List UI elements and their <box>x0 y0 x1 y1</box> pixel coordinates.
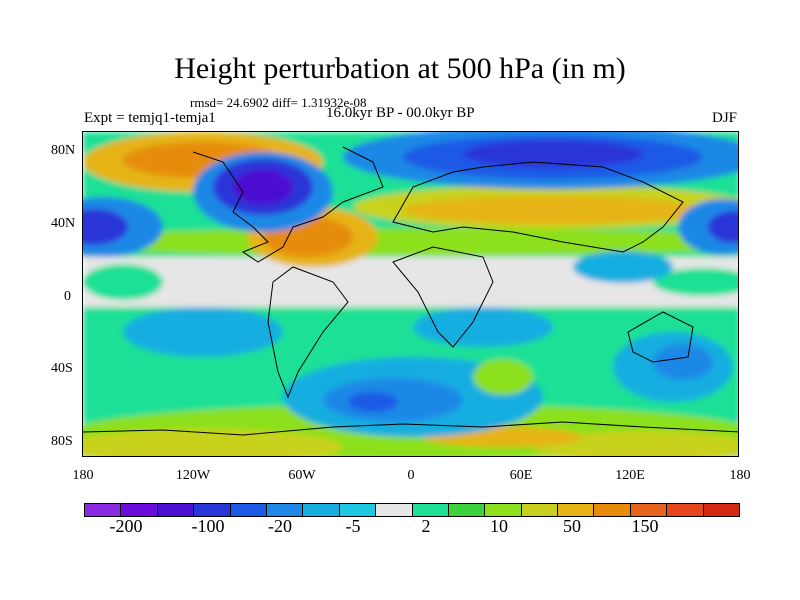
colorbar-label: 50 <box>563 516 581 536</box>
lon-label-0: 0 <box>407 468 415 483</box>
experiment-label: Expt = temjq1-temja1 <box>84 110 216 126</box>
colorbar-swatch <box>521 504 559 516</box>
colorbar-swatch <box>558 504 595 516</box>
colorbar-swatch <box>230 504 267 516</box>
lon-label-120w: 120W <box>175 468 211 483</box>
lon-label-60e: 60E <box>509 468 533 483</box>
colorbar <box>84 503 740 517</box>
colorbar-swatch <box>194 504 231 516</box>
lat-label-40s: 40S <box>51 361 73 376</box>
colorbar-swatch <box>703 504 740 516</box>
lat-label-80s: 80S <box>51 434 73 449</box>
lon-label-180w: 180 <box>72 468 94 483</box>
map-frame <box>82 131 739 457</box>
lon-label-180e: 180 <box>729 468 751 483</box>
colorbar-swatch <box>85 504 122 516</box>
stats-text: rmsd= 24.6902 diff= 1.31932e-08 <box>190 95 367 110</box>
lat-label-40n: 40N <box>51 216 76 231</box>
colorbar-swatch <box>339 504 377 516</box>
colorbar-label: -100 <box>191 516 225 536</box>
lat-label-equator: 0 <box>64 289 71 304</box>
colorbar-swatch <box>303 504 340 516</box>
colorbar-swatch <box>412 504 449 516</box>
colorbar-swatch <box>266 504 304 516</box>
colorbar-label: 150 <box>631 516 659 536</box>
colorbar-swatch <box>594 504 631 516</box>
colorbar-label: 2 <box>421 516 431 536</box>
height-perturbation-map <box>83 132 738 456</box>
colorbar-label: 10 <box>490 516 508 536</box>
colorbar-label: -200 <box>109 516 143 536</box>
contour-fill-layer <box>83 132 738 456</box>
colorbar-label: -20 <box>268 516 292 536</box>
coastline-layer <box>83 146 738 436</box>
period-text: 16.0kyr BP - 00.0kyr BP <box>326 105 475 121</box>
colorbar-label: -5 <box>345 516 361 536</box>
colorbar-swatch <box>121 504 158 516</box>
colorbar-swatch <box>376 504 413 516</box>
colorbar-swatch <box>485 504 522 516</box>
lon-label-120e: 120E <box>615 468 645 483</box>
colorbar-swatch <box>157 504 195 516</box>
chart-title: Height perturbation at 500 hPa (in m) <box>174 52 626 85</box>
lat-label-80n: 80N <box>51 143 76 158</box>
colorbar-swatch <box>448 504 486 516</box>
lon-label-60w: 60W <box>288 468 316 483</box>
colorbar-swatch <box>667 504 704 516</box>
colorbar-swatch <box>630 504 668 516</box>
season-label: DJF <box>712 110 738 126</box>
